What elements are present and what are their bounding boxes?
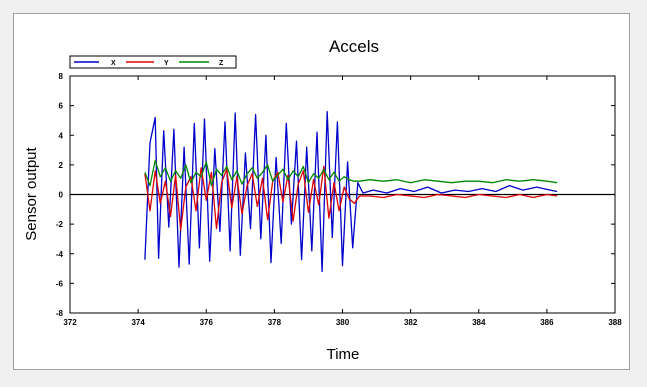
y-tick-label: -8 xyxy=(56,309,64,318)
x-tick-label: 378 xyxy=(268,318,282,327)
accels-chart: Accels X Y Z 372 374 376 378 380 382 384 386 388… xyxy=(23,37,622,363)
x-tick-label: 372 xyxy=(63,318,77,327)
x-axis-label: Time xyxy=(327,346,360,363)
y-tick-label: -4 xyxy=(56,250,64,259)
series-line-y xyxy=(144,165,558,231)
y-tick-label: 4 xyxy=(59,131,64,140)
x-tick-label: 388 xyxy=(608,318,622,327)
series-layer xyxy=(144,110,558,273)
x-tick-label: 380 xyxy=(336,318,350,327)
y-tick-label: -6 xyxy=(56,279,64,288)
x-tick-label: 384 xyxy=(472,318,486,327)
legend-label-x: X xyxy=(111,60,116,67)
y-axis-label: Sensor output xyxy=(23,146,40,240)
x-tick-label: 382 xyxy=(404,318,418,327)
x-tick-label: 376 xyxy=(200,318,214,327)
y-tick-label: 0 xyxy=(59,191,64,200)
y-tick-label: -2 xyxy=(56,220,64,229)
series-line-z xyxy=(144,159,558,187)
x-tick-label: 374 xyxy=(131,318,145,327)
legend-label-y: Y xyxy=(164,60,169,67)
axis-ticks: 372 374 376 378 380 382 384 386 388 8 6 4 2 0 -2 -4 -6 -8 xyxy=(56,72,622,327)
legend: X Y Z xyxy=(69,55,237,69)
chart-title: Accels xyxy=(329,37,379,56)
series-line-x xyxy=(144,110,558,273)
y-tick-label: 2 xyxy=(59,161,64,170)
y-tick-label: 6 xyxy=(59,102,64,111)
x-tick-label: 386 xyxy=(540,318,554,327)
y-tick-label: 8 xyxy=(59,72,64,81)
legend-label-z: Z xyxy=(219,60,224,67)
chart-panel: Accels X Y Z 372 374 376 378 380 382 384 386 388… xyxy=(13,13,630,370)
